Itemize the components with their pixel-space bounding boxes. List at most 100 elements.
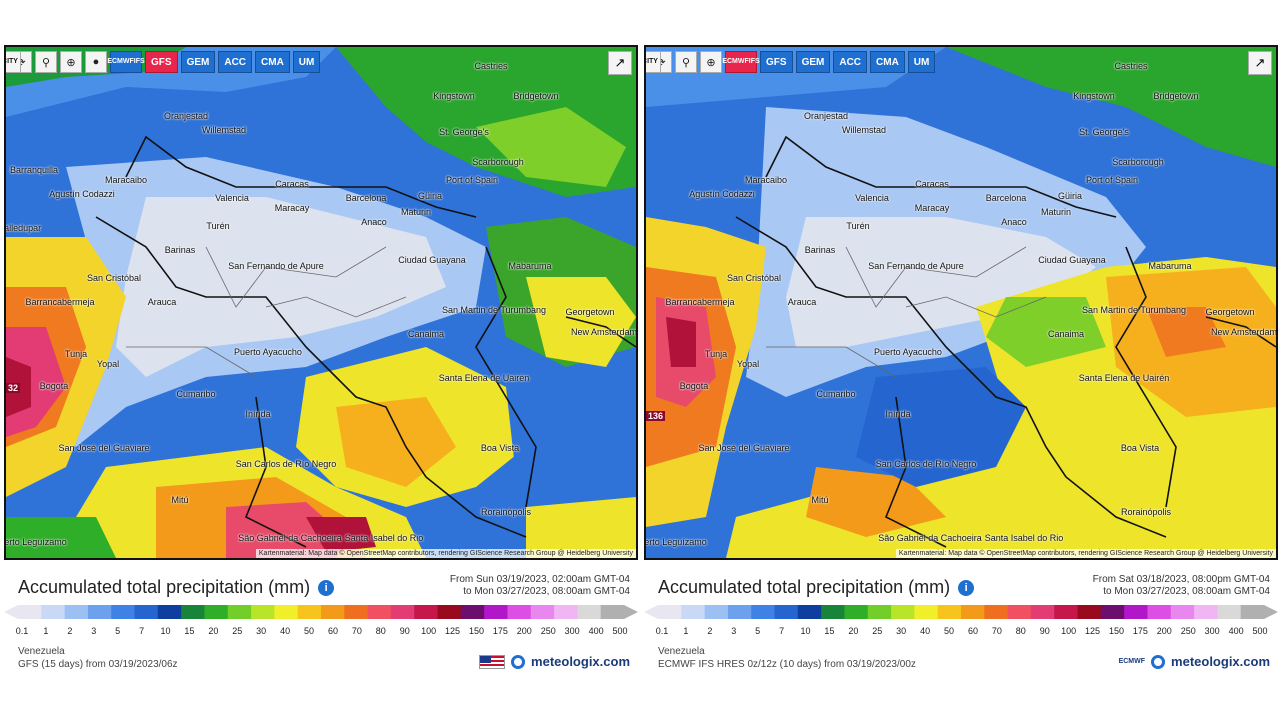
time-range: From Sun 03/19/2023, 02:00am GMT-04 to M…	[450, 574, 630, 598]
city-label: Agustín Codazzi	[689, 189, 755, 199]
model-button-acc[interactable]: ACC	[218, 51, 253, 73]
scale-label: 150	[1108, 626, 1124, 636]
city-label: Tunja	[704, 349, 728, 359]
us-flag-icon	[479, 654, 506, 669]
zoom-icon[interactable]: ⊕	[700, 51, 722, 73]
model-button-cma[interactable]: CMA	[255, 51, 290, 73]
map-title: Accumulated total precipitation (mm)	[658, 577, 951, 597]
city-label: Barranquilla	[9, 165, 59, 175]
city-label: Santa Isabel do Rio	[984, 533, 1064, 543]
info-icon[interactable]: i	[318, 579, 335, 596]
model-button-gfs[interactable]: GFS	[145, 51, 178, 73]
edge-value-label: 32	[6, 383, 21, 393]
city-label: Port of Spain	[445, 175, 499, 185]
city-label: Cumaribo	[816, 389, 856, 399]
city-label: Mitú	[171, 495, 189, 505]
city-label: Maracay	[274, 203, 310, 213]
scale-label: 80	[375, 626, 386, 636]
time-range: From Sat 03/18/2023, 08:00pm GMT-04 to M…	[1093, 574, 1270, 598]
city-label: Mabaruma	[1148, 261, 1192, 271]
zoom-icon[interactable]: ⊕	[60, 51, 82, 73]
map-attribution: Kartenmaterial: Map data © OpenStreetMap…	[255, 549, 636, 558]
scale-swatch	[41, 605, 66, 619]
scale-label: 60	[327, 626, 338, 636]
city-label: Barinas	[164, 245, 196, 255]
scale-swatch	[64, 605, 89, 619]
city-label: São Gabriel da Cachoeira	[238, 533, 342, 543]
city-label: St. George's	[439, 127, 489, 137]
city-label: San Martin de Turumbang	[1081, 305, 1187, 315]
scale-label: 15	[824, 626, 835, 636]
scale-label: 10	[800, 626, 811, 636]
city-label: Puerto Leguízamo	[644, 537, 707, 547]
scale-label: 5	[755, 626, 761, 636]
scale-label: 5	[115, 626, 121, 636]
scale-swatch	[844, 605, 869, 619]
model-button-gfs[interactable]: GFS	[760, 51, 793, 73]
precipitation-field	[6, 47, 636, 558]
model-button-gem[interactable]: GEM	[180, 51, 216, 73]
city-label: Turén	[846, 221, 870, 231]
model-button-um[interactable]: UM	[907, 51, 936, 73]
scale-arrow-left	[644, 605, 658, 619]
city-label: San Cristóbal	[726, 273, 782, 283]
scale-swatch	[390, 605, 415, 619]
city-label: Bridgetown	[513, 91, 559, 101]
model-button-acc[interactable]: ACC	[833, 51, 868, 73]
city-label: Canaima	[1047, 329, 1085, 339]
share-icon[interactable]: ↗	[1248, 51, 1272, 75]
model-button-ecmwf[interactable]: ECMWF IFS	[107, 51, 145, 73]
city-label: San Fernando de Apure	[868, 261, 964, 271]
scale-swatch	[1077, 605, 1102, 619]
city-label: Scarborough	[1112, 157, 1164, 167]
meteologix-logo-icon	[511, 654, 526, 669]
scale-swatch	[1124, 605, 1148, 619]
scale-label: 1	[43, 626, 49, 636]
brand: meteologix.com	[479, 654, 630, 669]
scale-swatch	[460, 605, 485, 619]
scale-label: 60	[967, 626, 978, 636]
model-button-ecmwf[interactable]: ECMWF IFS	[722, 51, 760, 73]
scale-swatch	[484, 605, 508, 619]
scale-label: 70	[351, 626, 362, 636]
scale-swatch	[727, 605, 752, 619]
info-icon[interactable]: i	[958, 579, 975, 596]
scale-arrow-right	[1264, 605, 1278, 619]
scale-label: 175	[492, 626, 508, 636]
scale-swatch	[274, 605, 299, 619]
city-label: Cumaribo	[176, 389, 216, 399]
scale-labels: 0.1 1 2 3 5 7 10 15 20 25 30 40 50 60 70 80 90 100 125 150 1…	[16, 626, 628, 638]
location-pin-icon[interactable]: ⚲	[35, 51, 57, 73]
scale-label: 20	[848, 626, 859, 636]
city-label: Mitú	[811, 495, 829, 505]
model-button-gem[interactable]: GEM	[795, 51, 831, 73]
share-icon[interactable]: ↗	[608, 51, 632, 75]
city-toggle-button[interactable]: CITY	[646, 51, 661, 73]
location-pin-icon[interactable]: ⚲	[675, 51, 697, 73]
city-label: Valencia	[215, 193, 249, 203]
model-button-cma[interactable]: CMA	[870, 51, 905, 73]
scale-swatch	[1030, 605, 1055, 619]
city-toggle-button[interactable]: CITY	[6, 51, 21, 73]
city-label: Kingstown	[433, 91, 475, 101]
scale-label: 50	[944, 626, 955, 636]
brand-name[interactable]: meteologix.com	[1171, 654, 1270, 669]
scale-swatch	[18, 605, 42, 619]
scale-label: 100	[1061, 626, 1077, 636]
scale-swatch	[437, 605, 462, 619]
city-label: San Carlos de Río Negro	[235, 459, 337, 469]
city-label: Maracay	[914, 203, 950, 213]
scale-label: 125	[1085, 626, 1101, 636]
scale-swatch	[321, 605, 345, 619]
brand-name[interactable]: meteologix.com	[531, 654, 630, 669]
scale-label: 300	[564, 626, 580, 636]
map-attribution: Kartenmaterial: Map data © OpenStreetMap…	[895, 549, 1276, 558]
scale-label: 400	[1228, 626, 1244, 636]
dot-toggle-icon[interactable]: ●	[85, 51, 107, 73]
scale-swatch	[414, 605, 439, 619]
model-button-um[interactable]: UM	[292, 51, 321, 73]
